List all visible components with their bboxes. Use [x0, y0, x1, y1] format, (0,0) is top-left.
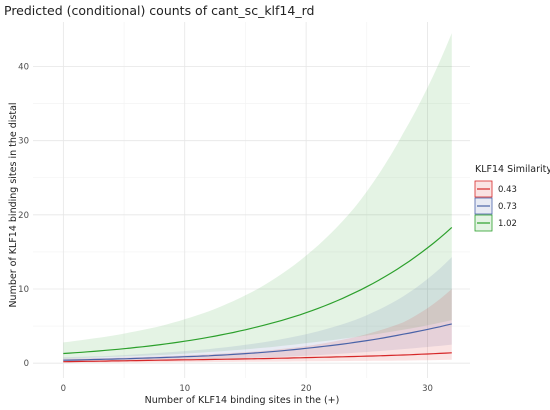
- y-tick-label: 10: [18, 285, 29, 295]
- x-axis-ticks: 0 10 20 30: [61, 384, 433, 394]
- series-line-0-73: [63, 323, 452, 361]
- y-tick-label: 0: [24, 359, 29, 369]
- series-line-1-02: [63, 226, 453, 355]
- confidence-bands: [63, 33, 452, 363]
- y-axis-label: Number of KLF14 binding sites in the dis…: [8, 102, 19, 307]
- legend-title: KLF14 Similarity: [475, 164, 550, 175]
- legend-label-0-43: 0.43: [498, 185, 517, 195]
- y-tick-label: 40: [18, 63, 29, 73]
- x-tick-label: 30: [422, 384, 433, 394]
- y-tick-label: 30: [18, 137, 29, 147]
- legend-label-0-73: 0.73: [498, 202, 517, 212]
- legend: KLF14 Similarity 0.43 0.73 1.02: [474, 164, 550, 232]
- y-tick-label: 20: [18, 211, 29, 221]
- series-lines: [63, 226, 453, 363]
- confidence-band-0-43: [63, 289, 452, 363]
- confidence-band-1-02: [63, 33, 452, 359]
- series-line-0-43: [63, 352, 452, 363]
- chart-title: Predicted (conditional) counts of cant_s…: [4, 3, 314, 18]
- confidence-band-0-73: [63, 257, 452, 362]
- legend-label-1-02: 1.02: [498, 219, 517, 229]
- x-tick-label: 20: [301, 384, 312, 394]
- x-tick-label: 10: [179, 384, 190, 394]
- y-axis-ticks: 0 10 20 30 40: [18, 63, 29, 370]
- grid: [33, 22, 470, 378]
- x-axis-label: Number of KLF14 binding sites in the (+): [145, 395, 340, 406]
- x-tick-label: 0: [61, 384, 66, 394]
